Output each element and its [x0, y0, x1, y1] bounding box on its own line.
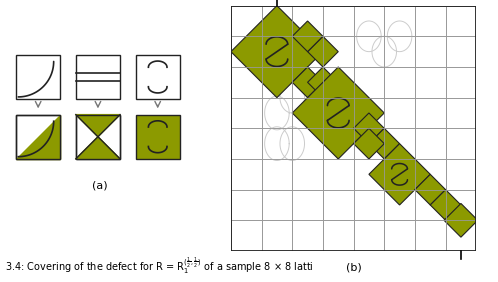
- Polygon shape: [430, 190, 461, 220]
- Text: 3.4: Covering of the defect for R = R$_1^{(\frac{1}{2},\frac{1}{2})}$ of a sampl: 3.4: Covering of the defect for R = R$_1…: [5, 255, 314, 276]
- Text: (b): (b): [346, 263, 362, 273]
- Polygon shape: [444, 203, 478, 237]
- Bar: [76, 55, 120, 99]
- Polygon shape: [16, 114, 60, 159]
- Bar: [16, 55, 60, 99]
- Bar: [16, 114, 60, 159]
- Text: (a): (a): [92, 180, 108, 190]
- Polygon shape: [76, 114, 120, 137]
- Bar: [76, 114, 120, 159]
- Polygon shape: [369, 128, 399, 159]
- Polygon shape: [292, 21, 323, 52]
- Polygon shape: [292, 67, 323, 98]
- Polygon shape: [354, 128, 384, 159]
- Polygon shape: [308, 36, 338, 67]
- Polygon shape: [354, 113, 384, 144]
- Polygon shape: [415, 174, 446, 205]
- Bar: [135, 114, 180, 159]
- Polygon shape: [308, 67, 338, 98]
- Bar: [135, 55, 180, 99]
- Bar: [76, 114, 120, 159]
- Polygon shape: [292, 67, 384, 159]
- Polygon shape: [231, 6, 323, 98]
- Bar: [16, 114, 60, 159]
- Polygon shape: [369, 144, 430, 205]
- Polygon shape: [76, 137, 120, 159]
